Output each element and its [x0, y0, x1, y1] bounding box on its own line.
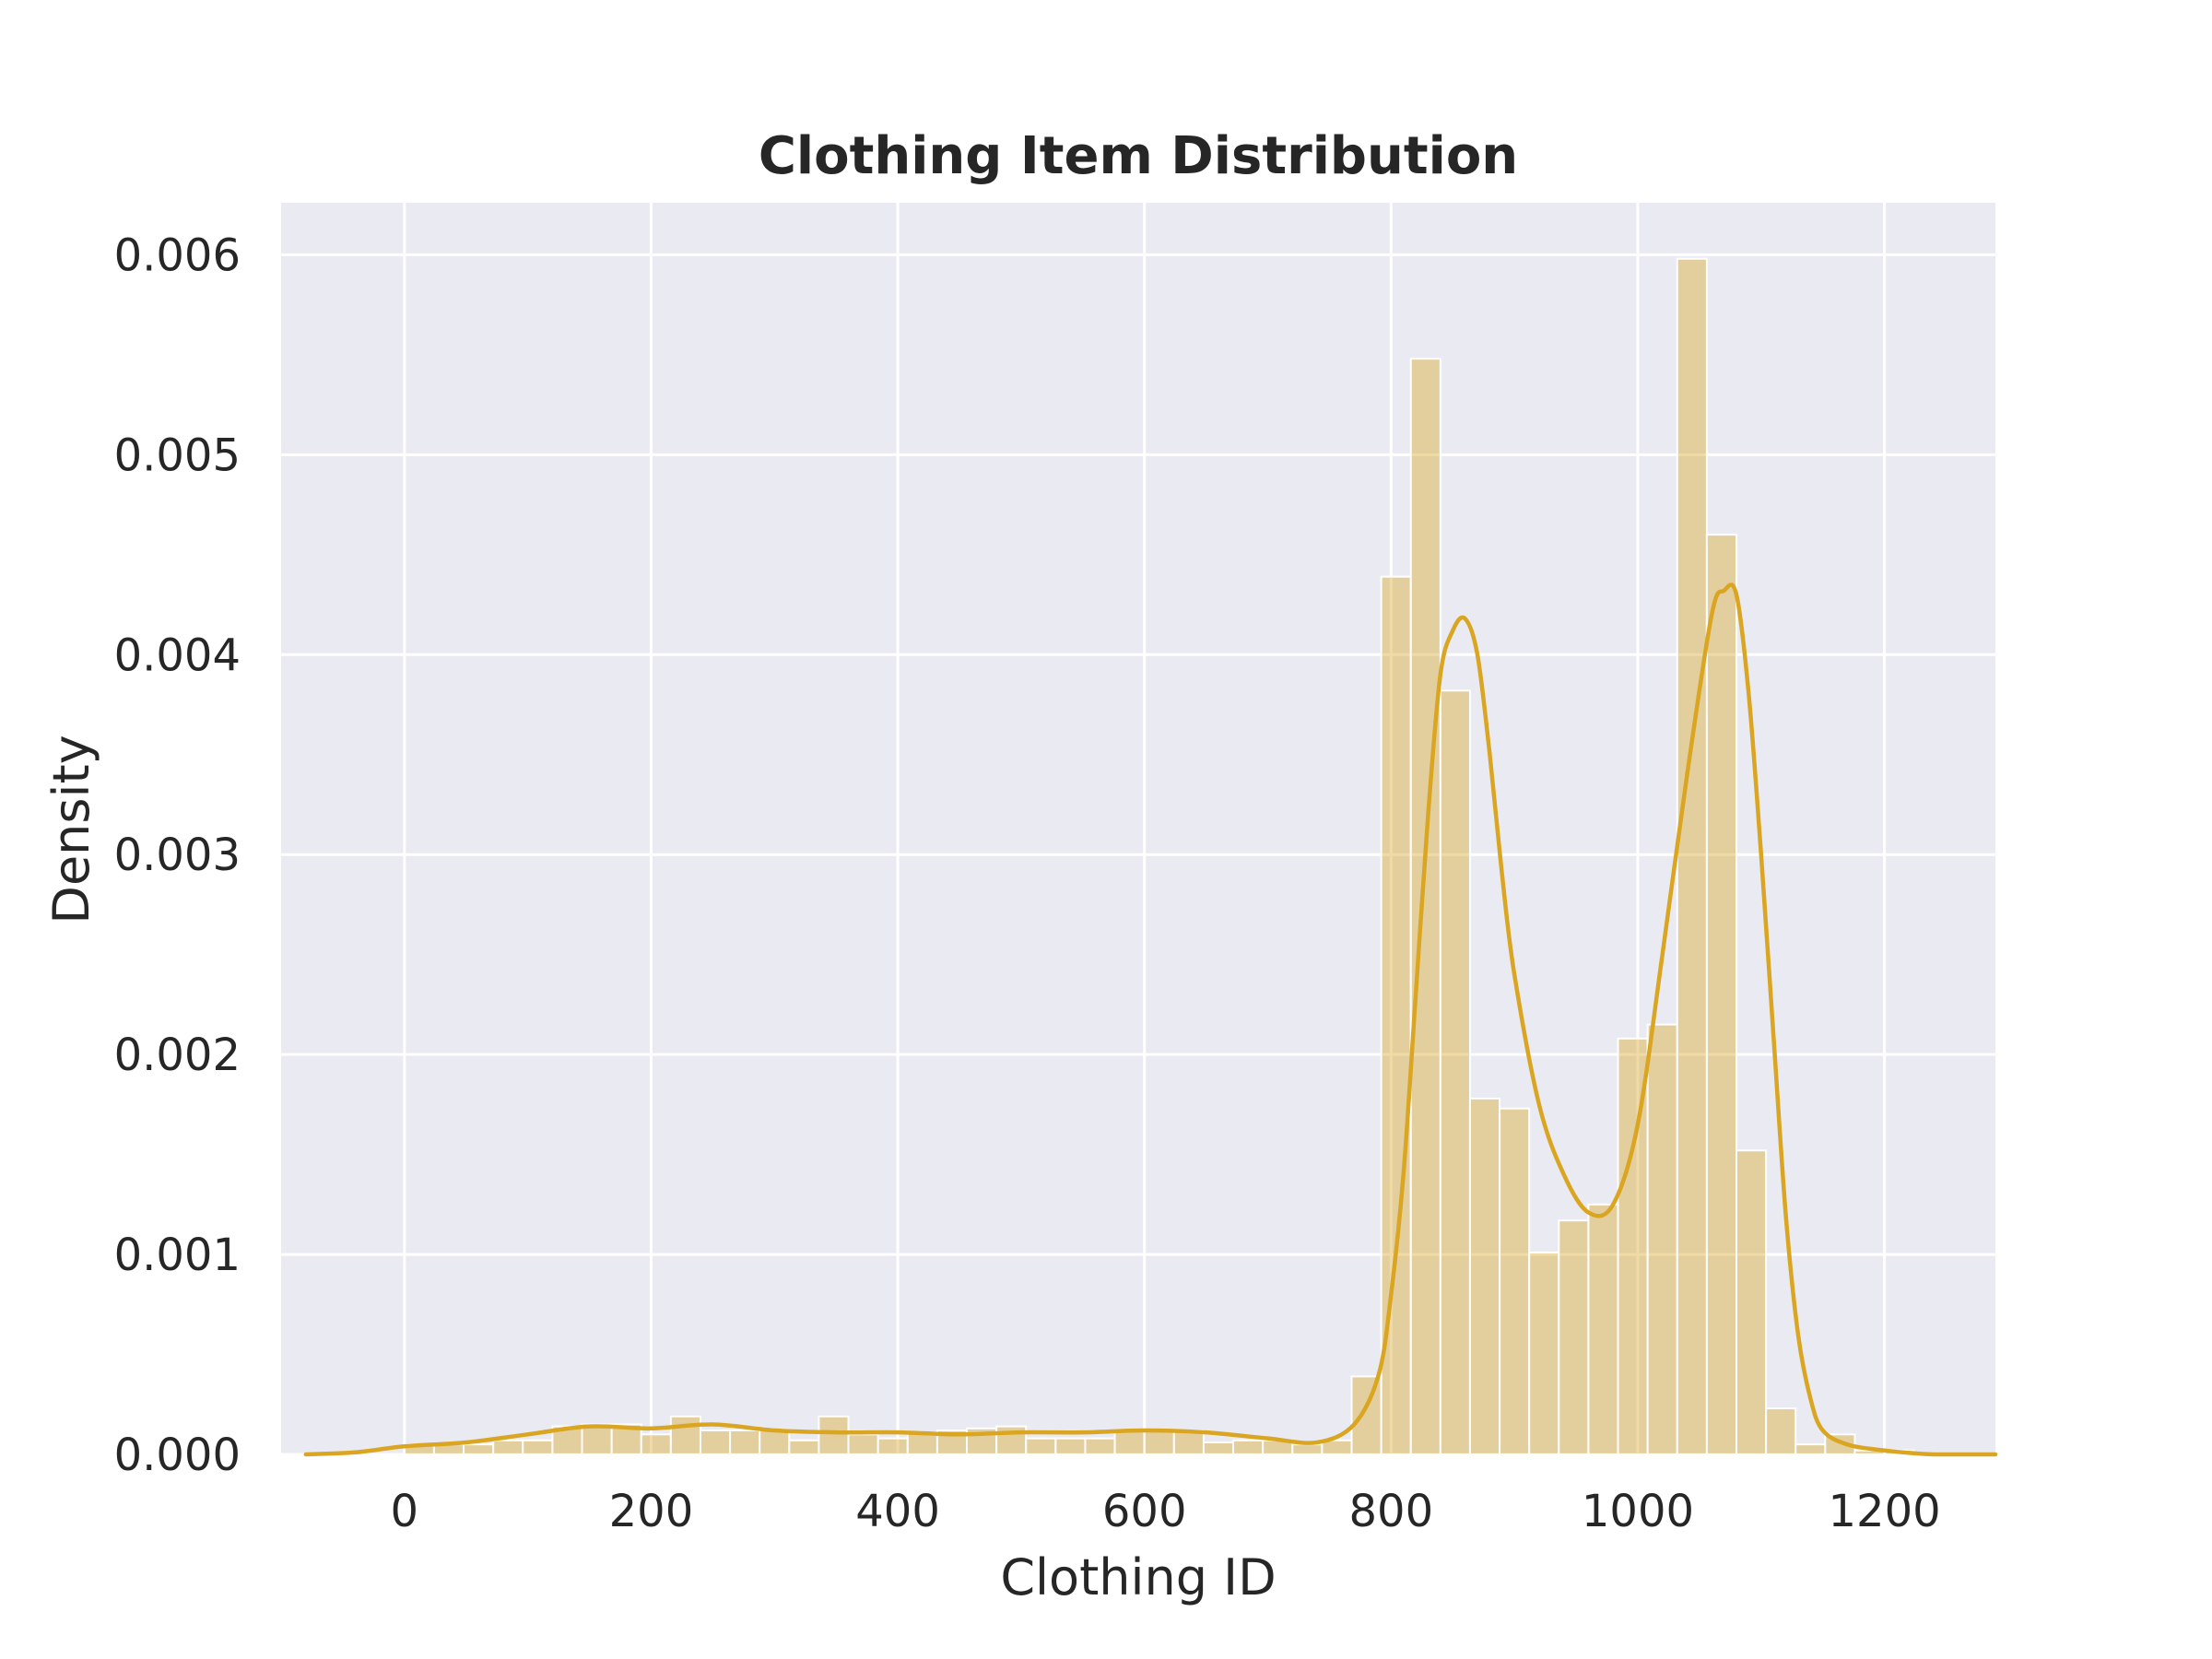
- histogram-bar: [463, 1443, 495, 1455]
- histogram-bar: [847, 1433, 879, 1456]
- histogram-bar: [1291, 1443, 1324, 1455]
- y-tick-label: 0.001: [114, 1230, 241, 1281]
- histogram-bar: [640, 1433, 672, 1456]
- histogram-bar: [1499, 1107, 1531, 1455]
- histogram-bar: [669, 1415, 701, 1455]
- plot-area: [281, 203, 1995, 1454]
- y-tick-label: 0.006: [114, 229, 241, 281]
- y-tick-label: 0.004: [114, 629, 241, 681]
- histogram-bar: [1409, 358, 1441, 1456]
- x-tick-label: 1200: [1828, 1486, 1940, 1537]
- histogram-bar: [1558, 1219, 1590, 1455]
- histogram-bar: [759, 1429, 791, 1455]
- histogram-bar: [581, 1423, 613, 1456]
- histogram-bar: [1232, 1439, 1265, 1456]
- histogram-bar: [1587, 1203, 1619, 1455]
- histogram-bar: [1705, 534, 1737, 1455]
- x-gridlines: [403, 203, 1887, 1454]
- histogram-bar: [1794, 1443, 1827, 1455]
- x-tick-label: 400: [855, 1486, 940, 1537]
- histogram-bar: [699, 1429, 732, 1455]
- histogram-bar: [1646, 1023, 1678, 1455]
- histogram-bar: [1528, 1251, 1560, 1455]
- x-tick-label: 600: [1102, 1486, 1187, 1537]
- x-tick-label: 0: [391, 1486, 419, 1537]
- histogram-bar: [1202, 1441, 1235, 1455]
- histogram-bar: [1350, 1375, 1382, 1455]
- histogram-bar: [1054, 1437, 1087, 1456]
- y-tick-label: 0.003: [114, 830, 241, 881]
- x-tick-label: 200: [609, 1486, 694, 1537]
- y-tick-label: 0.005: [114, 429, 241, 481]
- x-tick-label: 800: [1349, 1486, 1434, 1537]
- kde-line: [303, 582, 1998, 1457]
- histogram-bar: [877, 1437, 909, 1456]
- histogram-bar: [1084, 1437, 1116, 1456]
- y-tick-label: 0.000: [114, 1430, 241, 1481]
- histogram-bars: [403, 257, 1915, 1456]
- histogram-bar: [492, 1439, 524, 1456]
- histogram-bar: [1143, 1429, 1175, 1455]
- histogram-bar: [1468, 1097, 1501, 1455]
- chart-title: Clothing Item Distribution: [759, 126, 1518, 186]
- histogram-bar: [522, 1439, 554, 1456]
- y-tick-label: 0.002: [114, 1030, 241, 1081]
- histogram-bar: [1439, 689, 1471, 1455]
- y-axis-label: Density: [42, 735, 100, 924]
- histogram-bar: [729, 1429, 761, 1455]
- x-tick-labels: 0 200 400 600 800 1000 1200: [391, 1486, 1941, 1537]
- histogram-bar: [1025, 1437, 1057, 1456]
- histogram-bar: [788, 1439, 820, 1456]
- histogram-bar: [1113, 1429, 1146, 1455]
- histogram-bar: [1676, 257, 1708, 1455]
- histogram-bar: [818, 1415, 850, 1455]
- y-tick-labels: 0.000 0.001 0.002 0.003 0.004 0.005 0.006: [114, 229, 241, 1481]
- histogram-bar: [1380, 575, 1412, 1455]
- x-tick-label: 1000: [1582, 1486, 1694, 1537]
- histogram-bar: [1735, 1149, 1768, 1455]
- x-axis-label: Clothing ID: [1000, 1548, 1276, 1606]
- histogram-bar: [1765, 1407, 1797, 1456]
